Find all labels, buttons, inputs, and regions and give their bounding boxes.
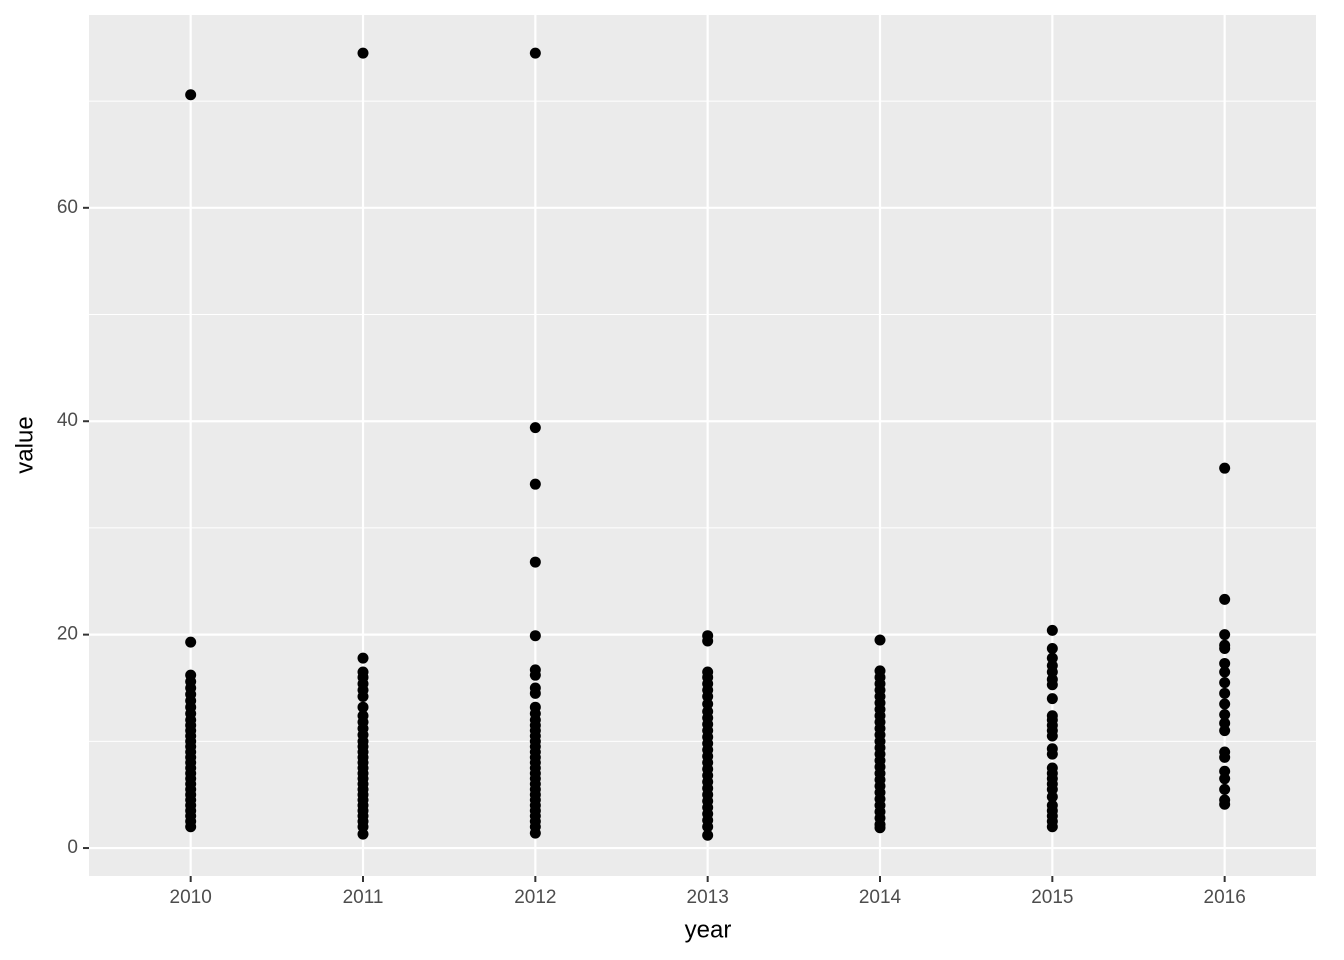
point [874,634,886,646]
y-tick-label: 0 [67,837,78,858]
point [1219,783,1231,795]
point [185,89,197,101]
point [1046,821,1058,833]
y-tick-label: 60 [57,197,78,218]
point [1219,773,1231,785]
point [702,821,714,833]
point [702,635,714,647]
point [529,47,541,59]
point [874,822,886,834]
point [529,556,541,568]
x-tick-label: 2014 [859,887,902,908]
x-tick-label: 2010 [170,887,212,908]
point [1219,751,1231,763]
point [1219,666,1231,678]
point [529,630,541,642]
point [1219,725,1231,737]
x-tick-label: 2012 [514,887,556,908]
point [357,47,369,59]
point [357,652,369,664]
point [529,422,541,434]
point [185,821,197,833]
point [1219,643,1231,655]
point [185,636,197,648]
x-tick-label: 2011 [343,887,384,908]
point [1046,624,1058,636]
x-tick-label: 2015 [1031,887,1073,908]
point [1219,657,1231,669]
point [1219,462,1231,474]
point [1046,693,1058,705]
point [1219,593,1231,605]
point [1046,730,1058,742]
point [529,669,541,681]
panel [89,15,1316,876]
point [357,691,369,703]
point [357,701,369,713]
point [529,478,541,490]
y-tick-label: 20 [57,624,78,645]
y-axis-title: value [11,416,38,473]
point [1219,798,1231,810]
point [1046,679,1058,691]
x-tick-label: 2013 [687,887,729,908]
point [1219,629,1231,641]
point [1046,643,1058,655]
point [1219,698,1231,710]
point [1046,748,1058,760]
y-tick-label: 40 [57,410,78,431]
point [1219,709,1231,721]
point [702,829,714,841]
point [1219,687,1231,699]
x-tick-label: 2016 [1204,887,1246,908]
point [529,687,541,699]
x-axis-title: year [685,916,732,943]
point [1219,677,1231,689]
point [529,827,541,839]
point [357,828,369,840]
point [1046,791,1058,803]
